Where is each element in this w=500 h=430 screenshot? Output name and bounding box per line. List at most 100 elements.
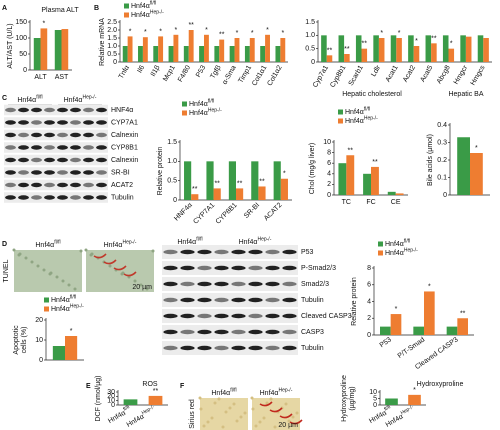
- significance: **: [219, 32, 225, 39]
- label-base: Hnf4α: [345, 109, 364, 116]
- bar: [363, 173, 371, 195]
- blot-band: [248, 265, 263, 271]
- significance: *: [450, 41, 453, 48]
- blot-band: [44, 132, 55, 138]
- blot-band: [265, 313, 280, 319]
- texture: [133, 279, 137, 283]
- significance: *: [251, 30, 254, 37]
- y-tick-label: 0.3: [437, 139, 447, 146]
- blot-strip: [162, 309, 298, 323]
- legend-label: Hnf4αfl/fl: [131, 1, 156, 10]
- blot-band: [248, 249, 263, 255]
- chart-title: Hepatic BA: [448, 91, 483, 98]
- label-sup: fl/fl: [230, 388, 236, 394]
- bar: [260, 46, 266, 62]
- chart-title: Hepatic cholesterol: [342, 91, 402, 98]
- panel-letter: C: [2, 95, 7, 102]
- legend-swatch: [378, 241, 383, 247]
- blot-strip: [4, 117, 108, 128]
- blot-band: [282, 297, 297, 303]
- blot-band: [96, 195, 107, 200]
- y-axis-label: cells (%): [21, 327, 28, 354]
- y-tick-label: 4: [327, 171, 331, 178]
- y-tick-label: 0: [327, 192, 331, 199]
- blot-band: [265, 345, 280, 351]
- y-axis-label: Apoptotic: [13, 325, 20, 355]
- blot-band: [180, 297, 195, 303]
- significance: *: [398, 30, 401, 37]
- texture: [250, 396, 254, 400]
- texture: [221, 425, 225, 429]
- blot-band: [5, 145, 16, 150]
- legend-swatch: [44, 306, 49, 312]
- signal: [279, 413, 293, 419]
- significance: *: [205, 27, 208, 34]
- blot-band: [31, 132, 42, 138]
- y-tick-label: 0.4: [437, 122, 447, 129]
- blot-band: [44, 145, 55, 150]
- blot-band: [96, 107, 107, 113]
- blot-strip: [162, 261, 298, 275]
- label-sup: fl/fl: [122, 405, 131, 413]
- blot-band: [18, 145, 29, 150]
- blot-band: [180, 249, 195, 255]
- bar: [321, 35, 327, 62]
- label-sup: fl/fl: [150, 1, 156, 7]
- blot-band: [44, 120, 55, 125]
- blot-band: [57, 107, 68, 113]
- legend-swatch: [124, 12, 129, 18]
- label-base: Hnf4α: [345, 118, 364, 125]
- significance: *: [266, 27, 269, 34]
- texture: [251, 407, 255, 411]
- texture: [273, 425, 277, 429]
- significance: *: [380, 30, 383, 37]
- blot-row-label: CYP7A1: [111, 119, 138, 126]
- blot-band: [18, 195, 29, 200]
- texture: [262, 416, 266, 420]
- label-base: Hnf4α: [385, 250, 404, 257]
- blot-band: [57, 182, 68, 188]
- texture: [73, 287, 77, 291]
- y-tick-label: 1.5: [167, 139, 177, 146]
- bar: [40, 28, 48, 70]
- significance: **: [214, 180, 220, 187]
- bar: [380, 326, 391, 335]
- significance: *: [395, 306, 398, 313]
- blot-row-label: CYP8B1: [111, 144, 138, 151]
- y-tick-label: 0: [111, 402, 115, 409]
- label-sup: fl/fl: [70, 295, 76, 301]
- y-tick-label: 0.5: [305, 46, 315, 53]
- blot-strip: [4, 167, 108, 178]
- bar: [355, 35, 362, 62]
- blot-band: [5, 157, 16, 163]
- legend-label: Hnf4αfl/fl: [345, 107, 370, 116]
- blot-row-label: HNF4α: [111, 107, 133, 114]
- y-tick-label: 6: [327, 160, 331, 167]
- bar: [425, 35, 432, 62]
- y-tick-label: 1.0: [167, 158, 177, 165]
- y-tick-label: 4: [367, 298, 371, 305]
- legend-label: Hnf4αHep-/-: [345, 116, 378, 125]
- blot-strip: [162, 277, 298, 291]
- blot-band: [180, 329, 195, 335]
- texture: [139, 283, 143, 287]
- image-label: Hnf4αHep-/-: [260, 388, 293, 397]
- significance: *: [475, 145, 478, 152]
- blot-band: [197, 249, 212, 255]
- signal: [93, 253, 107, 259]
- y-tick-label: 2: [367, 315, 371, 322]
- blot-band: [96, 145, 107, 150]
- significance: *: [175, 27, 178, 34]
- blot-row-label: Smad2/3: [301, 281, 329, 288]
- blot-band: [163, 249, 178, 255]
- bar: [361, 48, 368, 62]
- blot-strip: [4, 142, 108, 153]
- bar: [408, 35, 414, 62]
- y-tick-label: 0: [23, 67, 27, 74]
- bar: [173, 34, 179, 62]
- signal: [269, 407, 283, 413]
- label-sup: Hep-/-: [404, 248, 418, 254]
- blot-band: [83, 170, 94, 175]
- y-tick-label: 6: [367, 282, 371, 289]
- blot-band: [18, 120, 29, 125]
